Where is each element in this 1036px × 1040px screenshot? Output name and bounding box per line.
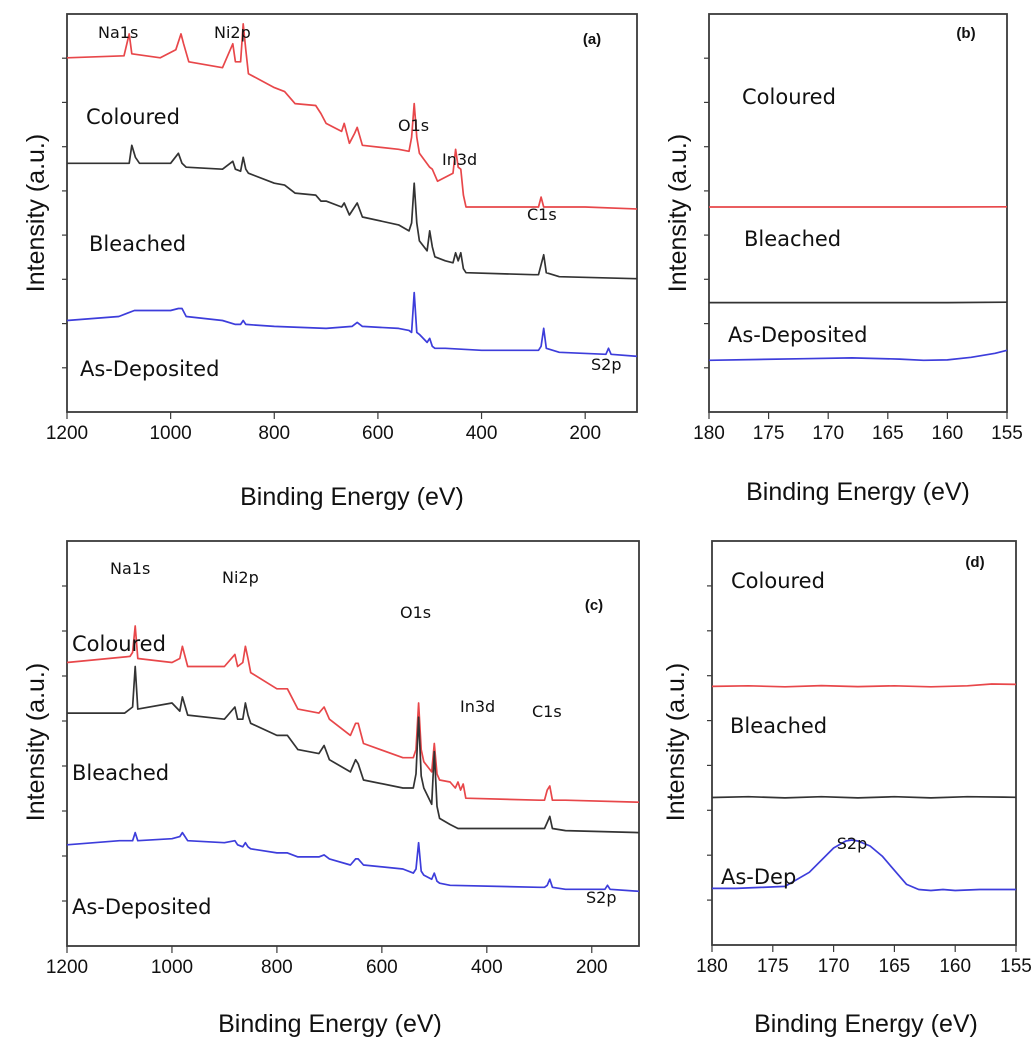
panel-b-x-tick-label-165: 165 xyxy=(872,423,904,444)
panel-b-x-tick-label-155: 155 xyxy=(991,423,1023,444)
panel-d-x-axis-title: Binding Energy (eV) xyxy=(754,1010,978,1038)
panel-c-trace-coloured xyxy=(66,625,640,804)
panel-b-x-axis-title: Binding Energy (eV) xyxy=(746,478,970,506)
panel-c-peak-ni2p: Ni2p xyxy=(222,568,259,587)
panel-a-y-ticks xyxy=(62,57,67,369)
panel-a-y-axis-title: Intensity (a.u.) xyxy=(22,134,50,292)
panel-a-x-ticks: 1200 1000 800 600 400 200 xyxy=(46,412,601,444)
panel-a-trace-bleached xyxy=(67,144,638,280)
panel-c-label-coloured: Coloured xyxy=(72,632,166,656)
panel-a-peak-s2p: S2p xyxy=(591,355,622,374)
panel-c-trace-asdep xyxy=(66,831,640,893)
panel-a-x-axis-title: Binding Energy (eV) xyxy=(240,483,464,511)
panel-c-x-tick-label-400: 400 xyxy=(471,957,503,978)
panel-a-x-tick-label-1000: 1000 xyxy=(149,423,191,444)
panel-d-trace-coloured xyxy=(711,683,1017,688)
panel-c-trace-bleached xyxy=(67,665,640,834)
panel-c-x-tick-label-1000: 1000 xyxy=(151,957,193,978)
panel-c-x-ticks: 1200 1000 800 600 400 200 xyxy=(46,946,608,978)
panel-c-peak-in3d: In3d xyxy=(460,697,495,716)
panel-b: 180 175 170 165 160 155 (b) Coloured Bleached… xyxy=(664,13,1023,506)
panel-a-x-tick-label-800: 800 xyxy=(258,423,290,444)
panel-d-plot-frame xyxy=(711,540,1017,946)
panel-b-label: (b) xyxy=(956,25,975,42)
panel-d-traces xyxy=(711,683,1017,892)
panel-c-peak-c1s: C1s xyxy=(532,702,562,721)
panel-c: 1200 1000 800 600 400 200 (c) Coloured Bleach… xyxy=(22,540,640,1038)
panel-d-x-tick-label-170: 170 xyxy=(818,956,850,977)
panel-a-label-coloured: Coloured xyxy=(86,105,180,129)
panel-a-peak-c1s: C1s xyxy=(527,205,557,224)
panel-b-x-tick-label-180: 180 xyxy=(693,423,725,444)
panel-d-x-tick-label-165: 165 xyxy=(879,956,911,977)
panel-d-label-bleached: Bleached xyxy=(730,714,827,738)
panel-c-peak-o1s: O1s xyxy=(400,603,431,622)
panel-b-x-tick-label-170: 170 xyxy=(812,423,844,444)
panel-b-y-ticks xyxy=(704,57,709,369)
panel-d-y-ticks xyxy=(707,585,712,901)
panel-a-trace-asdep xyxy=(66,291,638,358)
panel-a: 1200 1000 800 600 400 200 (a) Coloured Bleach… xyxy=(22,13,638,511)
panel-a-label: (a) xyxy=(583,31,601,48)
panel-d-x-tick-label-180: 180 xyxy=(696,956,728,977)
panel-d: 180 175 170 165 160 155 (d) Coloured Bleached… xyxy=(662,540,1032,1038)
panel-b-x-ticks: 180 175 170 165 160 155 xyxy=(693,412,1023,444)
panel-c-y-ticks xyxy=(62,585,67,902)
panel-d-x-tick-label-175: 175 xyxy=(757,956,789,977)
panel-a-trace-coloured xyxy=(66,23,638,210)
panel-d-label: (d) xyxy=(965,554,984,571)
panel-b-label-asdep: As-Deposited xyxy=(728,323,867,347)
panel-a-x-tick-label-600: 600 xyxy=(362,423,394,444)
panel-a-x-tick-label-400: 400 xyxy=(466,423,498,444)
panel-d-peak-s2p: S2p xyxy=(837,834,868,853)
panel-d-label-asdep: As-Dep xyxy=(721,865,796,889)
panel-c-x-tick-label-800: 800 xyxy=(261,957,293,978)
panel-a-x-tick-label-1200: 1200 xyxy=(46,423,88,444)
panel-a-label-bleached: Bleached xyxy=(89,232,186,256)
panel-c-x-tick-label-1200: 1200 xyxy=(46,957,88,978)
panel-c-peak-s2p: S2p xyxy=(586,888,617,907)
panel-a-peak-in3d: In3d xyxy=(442,150,477,169)
panel-c-x-tick-label-600: 600 xyxy=(366,957,398,978)
panel-c-label: (c) xyxy=(585,597,603,614)
panel-b-x-tick-label-160: 160 xyxy=(932,423,964,444)
panel-a-peak-na1s: Na1s xyxy=(98,23,138,42)
panel-d-x-tick-label-155: 155 xyxy=(1000,956,1032,977)
panel-b-trace-asdep xyxy=(708,349,1008,362)
panel-c-x-axis-title: Binding Energy (eV) xyxy=(218,1010,442,1038)
panel-d-label-coloured: Coloured xyxy=(731,569,825,593)
panel-a-peak-o1s: O1s xyxy=(398,116,429,135)
panel-b-traces xyxy=(708,205,1008,362)
panel-a-label-asdep: As-Deposited xyxy=(80,357,219,381)
panel-c-traces xyxy=(66,625,640,893)
panel-b-y-axis-title: Intensity (a.u.) xyxy=(664,134,692,292)
panel-c-peak-na1s: Na1s xyxy=(110,559,150,578)
panel-d-x-tick-label-160: 160 xyxy=(939,956,971,977)
panel-d-trace-bleached xyxy=(711,795,1017,799)
panel-c-y-axis-title: Intensity (a.u.) xyxy=(22,663,50,821)
panel-a-peak-ni2p: Ni2p xyxy=(214,23,251,42)
panel-d-x-ticks: 180 175 170 165 160 155 xyxy=(696,945,1032,977)
panel-c-label-bleached: Bleached xyxy=(72,761,169,785)
panel-b-label-bleached: Bleached xyxy=(744,227,841,251)
panel-c-label-asdep: As-Deposited xyxy=(72,895,211,919)
panel-c-x-tick-label-200: 200 xyxy=(576,957,608,978)
panel-b-label-coloured: Coloured xyxy=(742,85,836,109)
panel-d-y-axis-title: Intensity (a.u.) xyxy=(662,663,690,821)
panel-b-plot-frame xyxy=(708,13,1008,413)
panel-a-plot-frame xyxy=(66,13,638,413)
panel-c-plot-frame xyxy=(66,540,640,947)
panel-b-x-tick-label-175: 175 xyxy=(753,423,785,444)
panel-a-x-tick-label-200: 200 xyxy=(569,423,601,444)
panel-d-trace-asdep xyxy=(712,839,1016,892)
panel-a-traces xyxy=(66,23,638,358)
